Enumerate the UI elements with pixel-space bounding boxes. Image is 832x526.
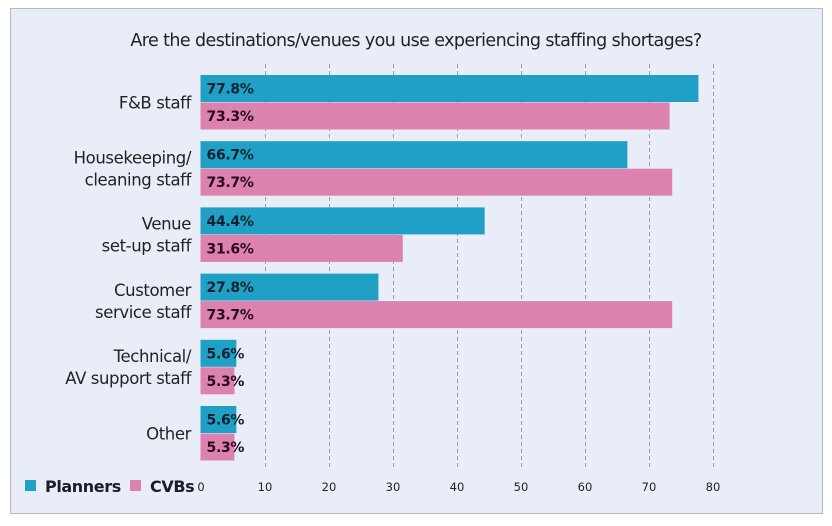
value-label-cvbs: 31.6% (207, 241, 254, 257)
category-label: Technical/ (113, 347, 192, 366)
category-label: Customer (114, 281, 192, 300)
category-label: service staff (95, 303, 193, 322)
value-label-cvbs: 73.7% (207, 175, 254, 191)
bar-cvbs-5 (200, 433, 235, 461)
bar-cvbs-1 (200, 168, 673, 196)
bar-planners-5 (200, 406, 237, 433)
bar-planners-1 (200, 141, 628, 169)
value-label-planners: 44.4% (207, 214, 254, 230)
bar-cvbs-4 (200, 367, 235, 395)
x-tick-label: 20 (322, 480, 337, 494)
bar-planners-4 (200, 339, 237, 367)
value-label-cvbs: 5.3% (207, 440, 245, 456)
chart-title: Are the destinations/venues you use expe… (130, 31, 701, 51)
x-tick-label: 70 (642, 480, 657, 494)
x-tick-label: 10 (258, 480, 273, 494)
x-tick-label: 30 (386, 480, 401, 494)
x-tick-label: 0 (197, 480, 204, 494)
category-label: AV support staff (65, 369, 192, 388)
legend-swatch-cvbs (130, 480, 141, 491)
x-axis-ticks: 0 10 20 30 40 50 60 70 80 (197, 480, 720, 494)
category-label: set-up staff (102, 237, 193, 256)
category-label: F&B staff (119, 93, 193, 112)
bar-cvbs-0 (200, 102, 670, 130)
bar-cvbs-2 (200, 234, 403, 262)
value-label-planners: 5.6% (207, 413, 245, 429)
category-label: Venue (142, 215, 191, 234)
gridlines (265, 64, 714, 468)
category-label: cleaning staff (85, 170, 193, 189)
bar-planners-3 (200, 273, 379, 301)
category-label: Housekeeping/ (74, 148, 192, 167)
value-label-planners: 5.6% (207, 346, 245, 362)
value-label-planners: 66.7% (207, 148, 254, 164)
bar-planners-2 (200, 207, 485, 235)
category-label: Other (146, 424, 191, 443)
x-tick-label: 60 (578, 480, 593, 494)
value-label-cvbs: 73.7% (207, 308, 254, 324)
value-label-cvbs: 73.3% (207, 109, 254, 125)
legend-label-planners: Planners (45, 477, 121, 496)
legend-label-cvbs: CVBs (150, 477, 194, 496)
x-tick-label: 40 (450, 480, 465, 494)
bars: 77.8% 73.3% 66.7% 73.7% 44.4% 31.6% 27.8% 73.7%… (200, 75, 699, 461)
legend-swatch-planners (25, 480, 36, 491)
category-labels: F&B staff Housekeeping/cleaning staff Venu… (65, 93, 193, 443)
value-label-cvbs: 5.3% (207, 374, 245, 390)
bar-cvbs-3 (200, 301, 673, 329)
x-tick-label: 80 (706, 480, 721, 494)
legend: Planners CVBs (25, 477, 195, 496)
value-label-planners: 27.8% (207, 280, 254, 296)
x-tick-label: 50 (514, 480, 529, 494)
bar-planners-0 (200, 75, 699, 102)
value-label-planners: 77.8% (207, 82, 254, 98)
